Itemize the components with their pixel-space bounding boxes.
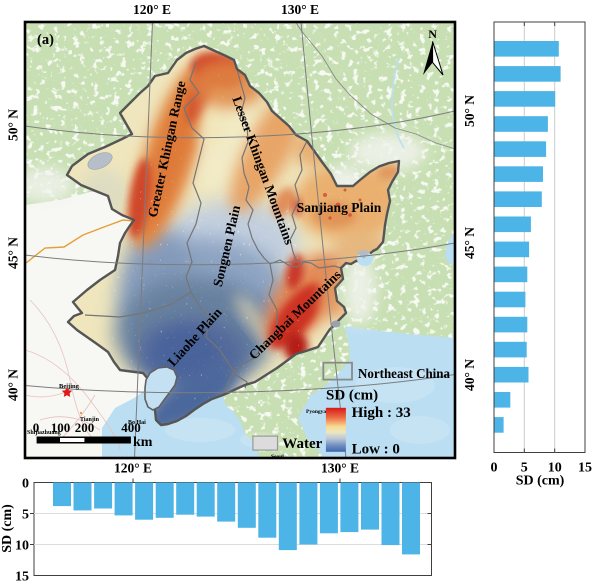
svg-text:100: 100 bbox=[51, 420, 71, 435]
svg-text:Beijing: Beijing bbox=[59, 383, 80, 390]
svg-text:120° E: 120° E bbox=[114, 461, 152, 476]
svg-text:15: 15 bbox=[15, 570, 29, 585]
svg-text:Water: Water bbox=[282, 436, 322, 452]
svg-text:0: 0 bbox=[33, 420, 40, 435]
svg-text:5: 5 bbox=[22, 508, 29, 523]
svg-text:Pyongyang: Pyongyang bbox=[306, 409, 332, 415]
svg-text:400: 400 bbox=[121, 420, 141, 435]
svg-text:Seoul: Seoul bbox=[271, 454, 284, 460]
svg-text:Bo Hai: Bo Hai bbox=[128, 420, 146, 426]
svg-text:Northeast China: Northeast China bbox=[358, 367, 450, 382]
svg-text:40° N: 40° N bbox=[6, 369, 21, 401]
svg-text:SD (cm): SD (cm) bbox=[0, 504, 15, 553]
svg-text:50° N: 50° N bbox=[462, 95, 477, 127]
svg-text:N: N bbox=[428, 27, 437, 41]
svg-text:130° E: 130° E bbox=[321, 461, 359, 476]
svg-text:SD (cm): SD (cm) bbox=[326, 388, 378, 404]
svg-text:Shijiazhuang: Shijiazhuang bbox=[27, 430, 61, 436]
svg-text:0: 0 bbox=[491, 461, 498, 476]
svg-text:5: 5 bbox=[521, 461, 528, 476]
svg-text:SD (cm): SD (cm) bbox=[516, 474, 565, 489]
svg-text:Sanjiang Plain: Sanjiang Plain bbox=[297, 200, 382, 215]
svg-text:130° E: 130° E bbox=[281, 2, 319, 17]
svg-text:km: km bbox=[133, 435, 153, 450]
svg-text:40° N: 40° N bbox=[462, 359, 477, 391]
svg-text:200: 200 bbox=[75, 420, 95, 435]
svg-text:15: 15 bbox=[578, 461, 592, 476]
svg-text:10: 10 bbox=[548, 461, 562, 476]
svg-text:120° E: 120° E bbox=[133, 2, 171, 17]
svg-text:50° N: 50° N bbox=[6, 109, 21, 141]
svg-text:Tianjin: Tianjin bbox=[80, 417, 100, 423]
svg-text:10: 10 bbox=[15, 539, 29, 554]
svg-text:Low : 0: Low : 0 bbox=[352, 442, 400, 458]
svg-text:45° N: 45° N bbox=[6, 237, 21, 269]
svg-text:(a): (a) bbox=[37, 32, 54, 48]
svg-text:0: 0 bbox=[22, 477, 29, 492]
svg-text:High : 33: High : 33 bbox=[352, 405, 411, 421]
svg-text:45° N: 45° N bbox=[462, 227, 477, 259]
